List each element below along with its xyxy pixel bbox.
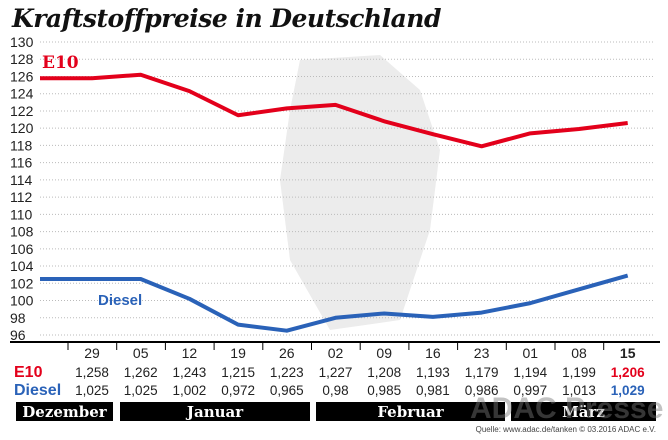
data-label: 1,199 xyxy=(562,365,596,380)
y-tick-label: 118 xyxy=(10,137,33,153)
month-label: Februar xyxy=(377,403,444,421)
data-label: 0,98 xyxy=(322,383,348,398)
data-label: 1,179 xyxy=(465,365,499,380)
y-tick-label: 98 xyxy=(10,310,26,326)
y-tick-label: 120 xyxy=(10,120,34,136)
row-label-e10: E10 xyxy=(14,364,43,381)
month-label: Januar xyxy=(185,403,244,421)
chart-title: Kraftstoffpreise in Deutschland xyxy=(12,4,441,33)
y-tick-label: 104 xyxy=(10,258,34,274)
month-bar xyxy=(511,402,656,421)
data-label: 0,985 xyxy=(367,383,401,398)
data-label: 1,258 xyxy=(75,365,109,380)
month-bar xyxy=(16,402,113,421)
data-label: 1,025 xyxy=(75,383,109,398)
y-tick-label: 126 xyxy=(10,68,34,84)
legend-e10: E10 xyxy=(42,53,79,73)
data-label: 0,965 xyxy=(270,383,304,398)
month-label: März xyxy=(562,403,605,421)
row-label-diesel: Diesel xyxy=(14,382,61,399)
y-tick-label: 100 xyxy=(10,293,34,309)
x-tick-label: 05 xyxy=(133,345,149,361)
data-label: 0,997 xyxy=(513,383,547,398)
data-label: 1,194 xyxy=(513,365,547,380)
x-tick-label: 08 xyxy=(571,345,587,361)
data-label: 1,013 xyxy=(562,383,596,398)
x-tick-label: 02 xyxy=(328,345,344,361)
x-tick-label: 01 xyxy=(523,345,539,361)
y-tick-label: 128 xyxy=(10,51,34,67)
y-tick-label: 130 xyxy=(10,34,34,50)
data-label: 1,208 xyxy=(367,365,401,380)
data-label: 1,223 xyxy=(270,365,304,380)
legend-diesel: Diesel xyxy=(98,292,142,309)
y-tick-label: 96 xyxy=(10,327,26,343)
month-bar xyxy=(316,402,505,421)
y-tick-label: 122 xyxy=(10,103,34,119)
y-tick-label: 124 xyxy=(10,86,34,102)
data-label: 1,227 xyxy=(319,365,353,380)
data-label: 1,262 xyxy=(124,365,158,380)
y-tick-label: 102 xyxy=(10,275,34,291)
source-note: Quelle: www.adac.de/tanken © 03.2016 ADA… xyxy=(475,425,656,434)
x-tick-label: 23 xyxy=(474,345,490,361)
y-tick-label: 112 xyxy=(10,189,33,205)
month-bar xyxy=(120,402,310,421)
data-label: 1,243 xyxy=(173,365,207,380)
data-label: 1,215 xyxy=(221,365,255,380)
y-tick-label: 110 xyxy=(10,206,33,222)
x-tick-label: 09 xyxy=(376,345,392,361)
x-tick-label: 15 xyxy=(620,345,636,361)
data-label: 0,986 xyxy=(465,383,499,398)
data-label: 1,206 xyxy=(611,365,645,380)
watermark: ADAC Presse xyxy=(470,392,664,425)
data-label: 0,981 xyxy=(416,383,450,398)
y-tick-label: 114 xyxy=(10,172,33,188)
data-label: 1,025 xyxy=(124,383,158,398)
germany-map-shape xyxy=(280,55,440,330)
y-tick-label: 108 xyxy=(10,224,34,240)
data-label: 0,972 xyxy=(221,383,255,398)
x-tick-label: 16 xyxy=(425,345,441,361)
x-tick-label: 26 xyxy=(279,345,295,361)
y-tick-label: 106 xyxy=(10,241,34,257)
x-tick-label: 12 xyxy=(182,345,198,361)
data-label: 1,029 xyxy=(611,383,645,398)
x-tick-label: 19 xyxy=(230,345,246,361)
month-label: Dezember xyxy=(22,403,108,421)
data-label: 1,193 xyxy=(416,365,450,380)
data-label: 1,002 xyxy=(173,383,207,398)
x-tick-label: 29 xyxy=(84,345,100,361)
y-tick-label: 116 xyxy=(10,155,33,171)
